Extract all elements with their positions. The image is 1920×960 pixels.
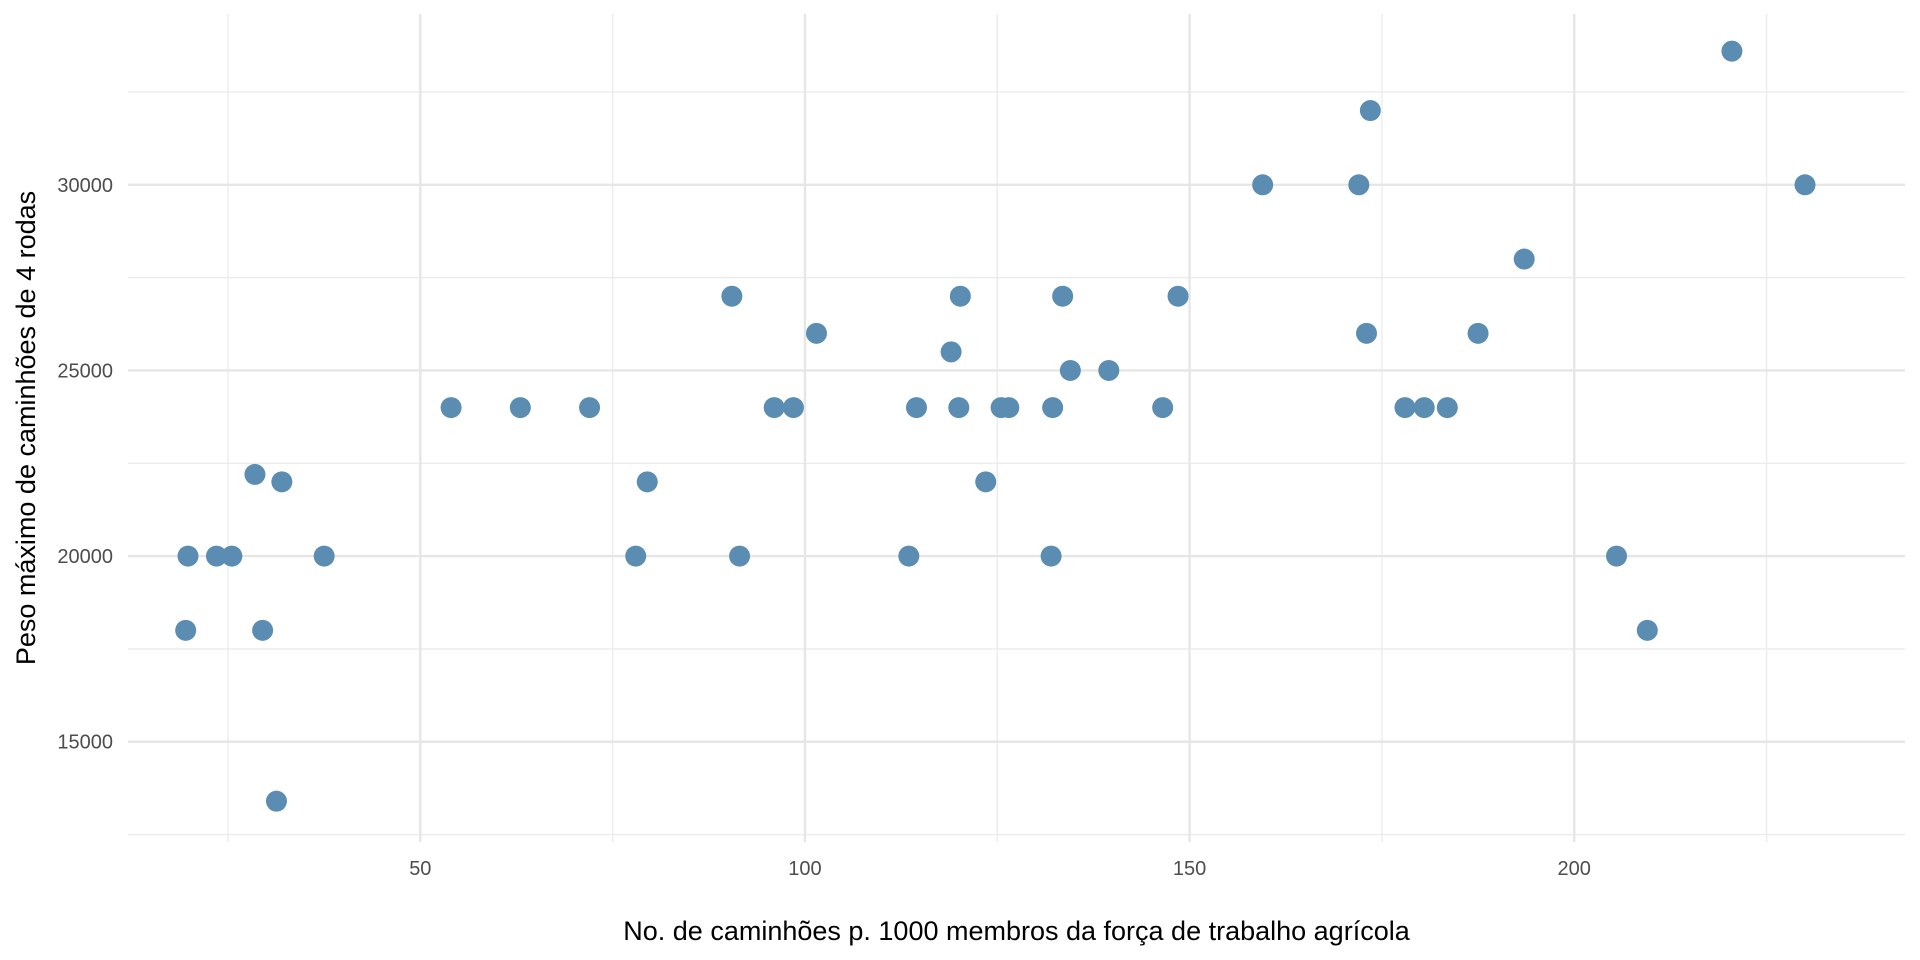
data-point xyxy=(1359,100,1381,122)
x-tick-label: 150 xyxy=(1173,858,1206,880)
data-point xyxy=(271,471,293,493)
data-point xyxy=(1059,359,1081,381)
y-tick-label: 25000 xyxy=(57,360,113,382)
data-point xyxy=(1098,359,1120,381)
data-point xyxy=(313,545,335,567)
x-axis-title: No. de caminhões p. 1000 membros da forç… xyxy=(623,916,1410,946)
data-point xyxy=(898,545,920,567)
data-point xyxy=(782,397,804,419)
data-point xyxy=(625,545,647,567)
data-point xyxy=(1356,322,1378,344)
y-tick-label: 15000 xyxy=(57,732,113,754)
data-point xyxy=(265,790,287,812)
data-point xyxy=(721,285,743,307)
x-tick-label: 200 xyxy=(1558,858,1591,880)
data-point xyxy=(998,397,1020,419)
data-point xyxy=(1152,397,1174,419)
data-point xyxy=(175,619,197,641)
x-tick-label: 100 xyxy=(788,858,821,880)
data-point xyxy=(805,322,827,344)
y-axis-tick-labels: 15000 20000 25000 30000 xyxy=(57,175,113,754)
data-point xyxy=(1042,397,1064,419)
data-point xyxy=(244,463,266,485)
data-point xyxy=(1636,619,1658,641)
data-point xyxy=(1052,285,1074,307)
data-point xyxy=(905,397,927,419)
data-point xyxy=(949,285,971,307)
data-point xyxy=(1167,285,1189,307)
data-point xyxy=(509,397,531,419)
y-tick-label: 20000 xyxy=(57,546,113,568)
data-point xyxy=(1252,174,1274,196)
data-point xyxy=(940,341,962,363)
data-point xyxy=(1394,397,1416,419)
data-point xyxy=(440,397,462,419)
data-point xyxy=(252,619,274,641)
data-point xyxy=(1040,545,1062,567)
data-point xyxy=(1467,322,1489,344)
data-point xyxy=(1348,174,1370,196)
y-tick-label: 30000 xyxy=(57,175,113,197)
data-point xyxy=(1413,397,1435,419)
data-point xyxy=(205,545,227,567)
data-point xyxy=(636,471,658,493)
data-point xyxy=(1513,248,1535,270)
data-point xyxy=(1794,174,1816,196)
data-point xyxy=(579,397,601,419)
data-point xyxy=(975,471,997,493)
data-point xyxy=(177,545,199,567)
data-point xyxy=(763,397,785,419)
data-point xyxy=(1436,397,1458,419)
x-tick-label: 50 xyxy=(409,858,431,880)
data-point xyxy=(221,545,243,567)
grid-lines xyxy=(128,14,1905,842)
data-point xyxy=(729,545,751,567)
y-axis-title: Peso máximo de caminhões de 4 rodas xyxy=(11,191,41,665)
data-point xyxy=(1606,545,1628,567)
x-axis-tick-labels: 50 100 150 200 xyxy=(409,858,1591,880)
data-point xyxy=(1721,40,1743,62)
data-point xyxy=(948,397,970,419)
data-points xyxy=(175,40,1816,812)
